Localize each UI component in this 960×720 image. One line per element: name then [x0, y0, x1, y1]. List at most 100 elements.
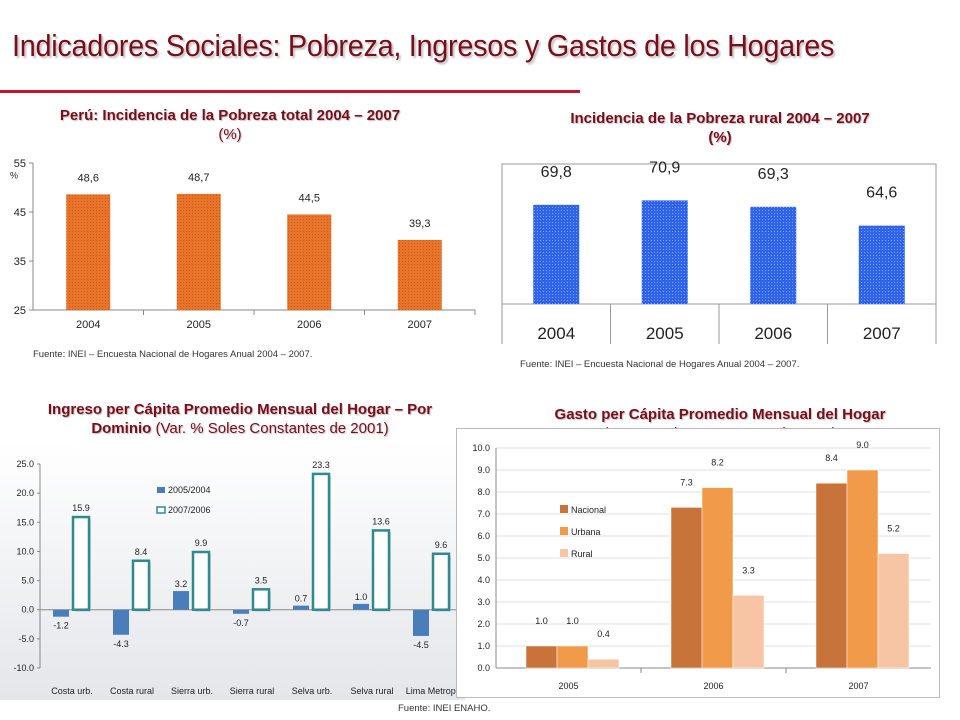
bar-2005-2004: [293, 605, 309, 610]
chart4-title: Gasto per Cápita Promedio Mensual del Ho…: [554, 406, 886, 423]
legend-swatch-urbana: [560, 527, 568, 535]
chart2-source: Fuente: INEI – Encuesta Nacional de Hoga…: [520, 359, 800, 370]
y-tick-label: 4.0: [477, 575, 490, 585]
x-tick-label: Selva urb.: [292, 686, 333, 696]
y-tick-label: 1.0: [477, 641, 490, 651]
y-tick-label: 8.0: [477, 487, 490, 497]
bar-nacional: [815, 482, 848, 669]
value-label: 39,3: [409, 218, 430, 230]
value-label: 1.0: [535, 616, 548, 626]
value-label: -4.3: [113, 639, 129, 649]
value-label: 8.4: [135, 547, 148, 557]
y-tick-label: -10.0: [13, 663, 34, 673]
chart3-title-plain: (Var. % Soles Constantes de 2001): [155, 420, 389, 437]
bar-2007-2006: [311, 472, 331, 611]
value-label: 70,9: [649, 159, 680, 176]
value-label: 69,3: [758, 166, 789, 183]
slide-title: Indicadores Sociales: Pobreza, Ingresos …: [12, 28, 835, 63]
legend-label: 2005/2004: [168, 485, 211, 495]
bar-rural: [732, 595, 765, 669]
bar-2004: [66, 194, 111, 310]
bar-2007-2006: [131, 559, 151, 611]
x-tick-label: Sierra rural: [230, 686, 275, 696]
chart4-source: Fuente: INEI ENAHO.: [398, 703, 491, 714]
x-tick-label: 2006: [754, 324, 792, 343]
y-tick-label: 0.0: [477, 663, 490, 673]
legend-swatch-nacional: [560, 505, 568, 513]
value-label: 8.4: [825, 453, 838, 463]
value-label: 44,5: [299, 192, 320, 204]
bar-urbana: [846, 469, 879, 669]
chart2-title-block: Incidencia de la Pobreza rural 2004 – 20…: [520, 109, 920, 147]
value-label: 1.0: [355, 592, 368, 602]
y-unit-label: %: [10, 170, 18, 180]
bar-rural: [877, 553, 910, 669]
legend-swatch-2007-2006: [156, 506, 166, 514]
legend-swatch-2005-2004: [157, 487, 165, 493]
y-tick-label: 45: [14, 207, 26, 219]
chart1-title: Perú: Incidencia de la Pobreza total 200…: [59, 107, 401, 124]
y-tick-label: 10.0: [472, 443, 490, 453]
x-tick-label: Costa rural: [110, 686, 154, 696]
legend-label: 2007/2006: [168, 505, 211, 515]
value-label: -1.2: [53, 621, 69, 631]
value-label: 3.5: [255, 575, 268, 585]
x-tick-label: Selva rural: [350, 686, 393, 696]
legend-swatch-rural: [560, 549, 568, 557]
value-label: -4.5: [413, 640, 429, 650]
bar-rural: [587, 658, 620, 669]
chart3-title: Ingreso per Cápita Promedio Mensual del …: [47, 401, 433, 418]
bar-2007-2006: [191, 550, 211, 611]
x-tick-label: 2005: [646, 324, 684, 343]
bar-2007-2006: [371, 529, 391, 611]
y-tick-label: 6.0: [477, 531, 490, 541]
bar-2005-2004: [353, 603, 369, 610]
value-label: 15.9: [72, 503, 90, 513]
y-tick-label: 0.0: [21, 605, 34, 615]
value-label: 48,7: [188, 172, 209, 184]
value-label: 3.2: [175, 579, 188, 589]
y-tick-label: 7.0: [477, 509, 490, 519]
x-tick-label: 2005: [558, 681, 578, 691]
bar-2007: [397, 239, 442, 310]
value-label: 7.3: [680, 477, 693, 487]
value-label: 69,8: [541, 164, 572, 181]
chart1-source: Fuente: INEI – Encuesta Nacional de Hoga…: [33, 349, 313, 360]
legend-label: Nacional: [571, 505, 606, 515]
value-label: 9.9: [195, 538, 208, 548]
bar-2006: [750, 206, 797, 304]
x-tick-label: 2004: [76, 319, 100, 331]
y-tick-label: -5.0: [18, 634, 34, 644]
bar-nacional: [670, 507, 703, 669]
x-tick-label: 2007: [863, 324, 901, 343]
value-label: -0.7: [233, 618, 249, 628]
chart-pobreza-rural: 69,8 2004 70,9 2005 69,3 2006 64,6 2007: [501, 159, 937, 344]
x-tick-label: 2007: [408, 319, 432, 331]
chart2-title: Incidencia de la Pobreza rural 2004 – 20…: [570, 110, 870, 127]
value-label: 0.4: [597, 629, 610, 639]
chart3-title-bold: Dominio: [91, 420, 152, 437]
value-label: 8.2: [711, 458, 724, 468]
bar-2005-2004: [53, 609, 69, 617]
value-label: 9.0: [856, 440, 869, 450]
x-tick-label: 2005: [187, 319, 211, 331]
y-tick-label: 3.0: [477, 597, 490, 607]
y-tick-label: 5.0: [477, 553, 490, 563]
value-label: 9.6: [435, 540, 448, 550]
chart3-title-block: Ingreso per Cápita Promedio Mensual del …: [20, 400, 460, 438]
value-label: 64,6: [866, 185, 897, 202]
chart1-subtitle: (%): [218, 126, 242, 143]
bar-2007-2006: [71, 515, 91, 611]
y-tick-label: 35: [14, 256, 26, 268]
y-tick-label: 9.0: [477, 465, 490, 475]
x-tick-label: Sierra urb.: [171, 686, 213, 696]
chart-ingreso: -10.0 -5.0 0.0 5.0 10.0 15.0 20.0 25.0 -1.2 15.9 C…: [0, 440, 465, 700]
x-tick-label: Costa urb.: [51, 686, 93, 696]
value-label: 23.3: [312, 460, 330, 470]
bar-2005: [176, 193, 221, 310]
bar-2004: [533, 204, 580, 304]
bar-nacional: [525, 645, 558, 669]
bar-2005-2004: [233, 609, 249, 614]
x-tick-label: Lima Metrop.: [406, 686, 459, 696]
y-tick-label: 25.0: [16, 459, 34, 469]
